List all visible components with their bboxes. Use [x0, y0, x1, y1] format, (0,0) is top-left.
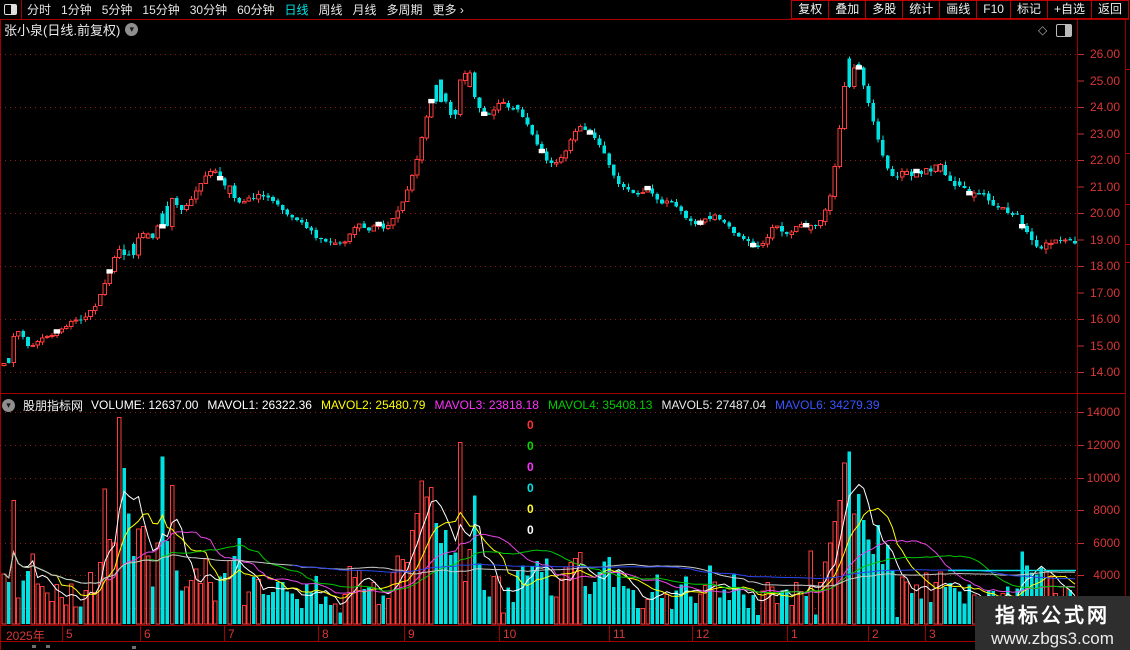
- period-tab-11[interactable]: 更多 ›: [432, 3, 464, 17]
- indicator-value-mavol5: MAVOL5: 27487.04: [661, 398, 766, 412]
- period-tab-5[interactable]: 30分钟: [189, 3, 228, 17]
- indicator-value-mavol2: MAVOL2: 25480.79: [320, 398, 426, 412]
- period-toolbar: 分时 1分钟 5分钟 15分钟 30分钟 60分钟 日线 周线 月线 多周期 更多 › 复权 叠加 多股…: [0, 0, 1129, 20]
- indicator-values: VOLUME: 12637.00 MAVOL1: 26322.36 MAVOL2: …: [91, 398, 889, 412]
- period-tab-8[interactable]: 周线: [318, 3, 343, 17]
- indicator-value-mavol1: MAVOL1: 26322.36: [207, 398, 312, 412]
- period-tab-10[interactable]: 多周期: [386, 3, 423, 17]
- toolbar-button-4[interactable]: 统计: [902, 0, 941, 19]
- right-clipped-strip: 势势势势势势涨涨涨涨涨涨涨指标说明111111自: [1125, 0, 1130, 650]
- right-strip-divider: [1126, 153, 1130, 154]
- toolbar-button-6[interactable]: F10: [976, 0, 1011, 19]
- right-strip-divider: [1126, 204, 1130, 205]
- indicator-name[interactable]: 股朋指标网: [23, 398, 84, 413]
- period-tab-1[interactable]: 分时: [27, 3, 52, 17]
- period-tab-3[interactable]: 5分钟: [101, 3, 133, 17]
- right-strip-text: 自: [1126, 248, 1130, 259]
- page-title: 张小泉(日线.前复权): [4, 22, 121, 38]
- right-strip-divider: [1126, 243, 1130, 245]
- toolbar-button-5[interactable]: 画线: [939, 0, 978, 19]
- indicator-dropdown-icon[interactable]: ▾: [2, 398, 15, 412]
- watermark-url: www.zbgs3.com: [991, 629, 1114, 648]
- period-tab-4[interactable]: 15分钟: [142, 3, 180, 17]
- period-tabs: 分时 1分钟 5分钟 15分钟 30分钟 60分钟 日线 周线 月线 多周期 更多 ›: [22, 1, 469, 18]
- volume-indicator-header: ▾ 股朋指标网 VOLUME: 12637.00 MAVOL1: 26322.36…: [2, 396, 889, 414]
- toolbar-button-9[interactable]: 返回: [1090, 0, 1129, 19]
- indicator-value-mavol4: MAVOL4: 35408.13: [547, 398, 653, 412]
- toolbar-button-2[interactable]: 叠加: [828, 0, 867, 19]
- indicator-value-mavol6: MAVOL6: 34279.39: [775, 398, 880, 412]
- right-strip-text: 指标说明: [1126, 157, 1130, 201]
- toolbar-right-buttons: 复权 叠加 多股 统计 画线 F10 标记 +自选 返回: [791, 0, 1129, 19]
- diamond-icon[interactable]: ◇: [1038, 23, 1048, 37]
- period-tab-7[interactable]: 日线: [284, 3, 309, 17]
- period-tab-6[interactable]: 60分钟: [237, 3, 275, 17]
- split-window-icon: [4, 4, 17, 15]
- toolbar-button-8[interactable]: +自选: [1046, 0, 1092, 19]
- right-strip-divider: [1126, 261, 1130, 263]
- toolbar-button-7[interactable]: 标记: [1009, 0, 1048, 19]
- toolbar-button-3[interactable]: 多股: [865, 0, 904, 19]
- toolbar-button-1[interactable]: 复权: [791, 0, 830, 19]
- title-dropdown-icon[interactable]: ▾: [125, 22, 139, 36]
- window-layout-button[interactable]: [0, 0, 22, 19]
- right-strip-divider: [1126, 69, 1130, 70]
- period-tab-2[interactable]: 1分钟: [61, 3, 92, 17]
- title-row-icons: ◇: [1038, 23, 1073, 37]
- right-strip-text: 涨涨涨涨涨涨涨: [1126, 73, 1130, 150]
- indicator-value-mavol3: MAVOL3: 23818.18: [434, 398, 539, 412]
- watermark: 指标公式网 www.zbgs3.com: [975, 596, 1130, 650]
- watermark-site-name: 指标公式网: [995, 605, 1110, 627]
- panel-toggle-icon[interactable]: [1056, 23, 1073, 37]
- right-strip-text: 111111: [1126, 208, 1130, 241]
- chart-title-row: 张小泉(日线.前复权) ▾: [4, 20, 139, 38]
- period-tab-9[interactable]: 月线: [352, 3, 377, 17]
- indicator-value-volume: VOLUME: 12637.00: [91, 398, 199, 412]
